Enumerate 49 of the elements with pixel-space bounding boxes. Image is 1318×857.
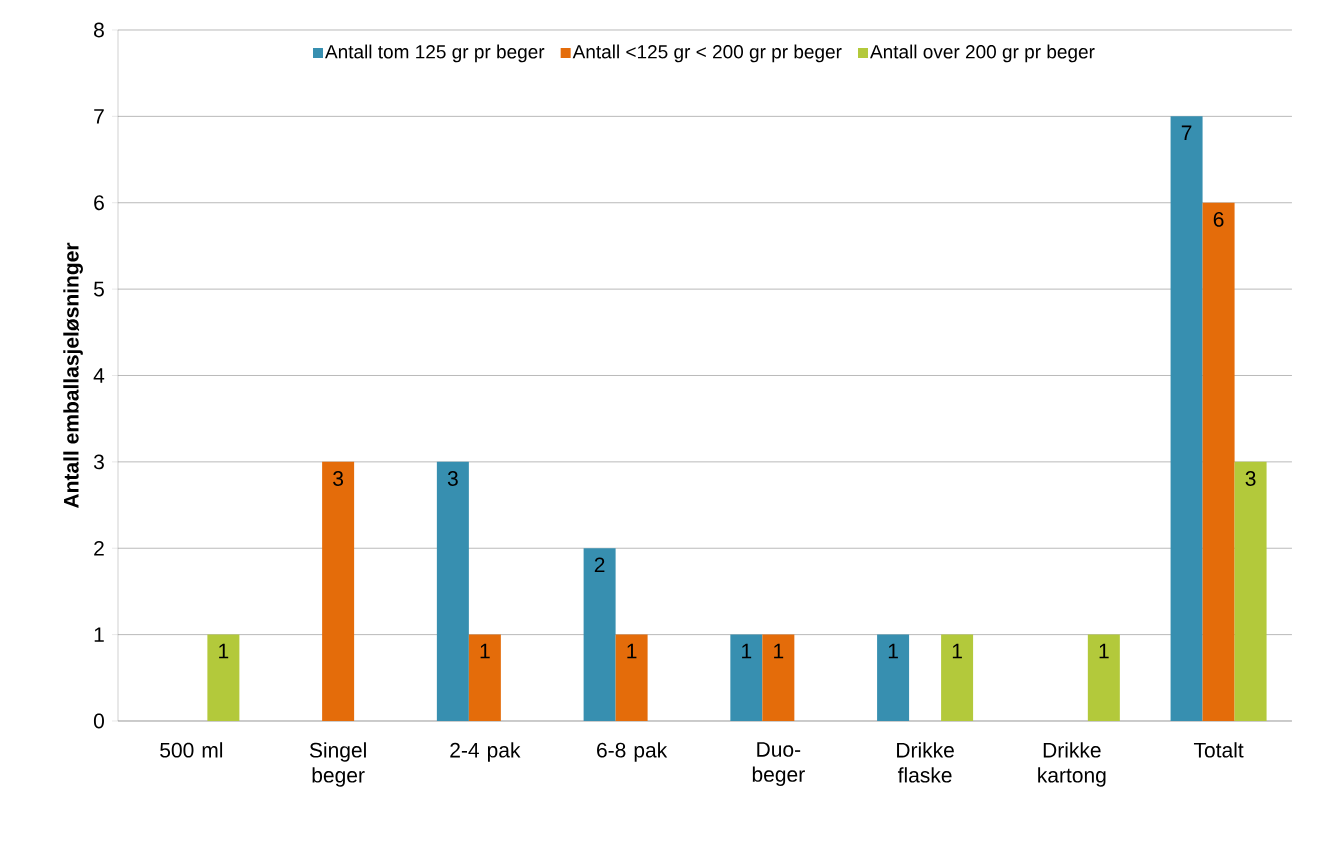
x-tick-label: Duo- beger <box>752 742 805 786</box>
data-label: 1 <box>774 643 784 659</box>
x-tick-label: Singel beger <box>309 742 366 787</box>
y-tick-label: 7 <box>94 109 104 124</box>
legend-label: Antall over 200 gr pr beger <box>870 44 1095 63</box>
y-tick-label: 5 <box>93 281 104 297</box>
bar <box>762 634 795 721</box>
data-label: 1 <box>480 643 490 659</box>
x-tick-label: 2-4 pak <box>450 742 521 762</box>
bar <box>1234 461 1267 721</box>
y-tick-label: 6 <box>94 195 104 211</box>
y-tick-label: 2 <box>94 540 104 556</box>
data-label: 2 <box>594 557 605 573</box>
y-tick-label: 8 <box>94 22 104 38</box>
data-label: 1 <box>888 643 898 659</box>
y-tick-label: 4 <box>93 368 105 383</box>
bar <box>1087 634 1120 721</box>
data-label: 3 <box>1245 471 1256 486</box>
data-label: 1 <box>952 643 962 659</box>
bar <box>1202 202 1235 721</box>
bar <box>1170 116 1203 721</box>
bar <box>322 461 355 721</box>
bar <box>941 634 974 721</box>
bar <box>877 634 910 721</box>
data-label: 1 <box>627 643 637 659</box>
bar <box>583 548 616 721</box>
legend-label: Antall tom 125 gr pr beger <box>325 44 545 63</box>
data-label: 3 <box>333 471 344 486</box>
y-tick-label: 0 <box>93 713 104 729</box>
bar <box>436 461 469 721</box>
data-label: 6 <box>1213 211 1224 227</box>
data-label: 7 <box>1181 125 1192 141</box>
bar <box>730 634 763 721</box>
x-tick-label: Drikke kartong <box>1038 742 1106 787</box>
x-tick-label: 6-8 pak <box>597 742 668 762</box>
bar <box>468 634 501 721</box>
y-axis-title: Antall emballasjeløsninger <box>63 242 83 509</box>
x-tick-label: 500 ml <box>160 742 223 758</box>
legend-label: Antall <125 gr < 200 gr pr beger <box>572 44 842 63</box>
bar <box>207 634 240 721</box>
x-tick-label: Drikke flaske <box>897 742 954 783</box>
y-tick-label: 3 <box>93 454 104 470</box>
data-label: 3 <box>447 471 458 486</box>
y-tick-label: 1 <box>94 627 104 642</box>
data-label: 1 <box>219 643 229 659</box>
data-label: 1 <box>742 643 752 659</box>
x-tick-label: Totalt <box>1193 742 1244 758</box>
data-label: 1 <box>1099 643 1109 659</box>
bar <box>615 634 648 721</box>
